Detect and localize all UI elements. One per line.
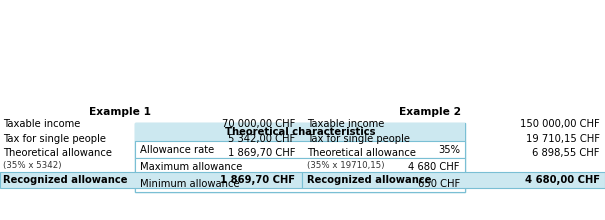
Text: Tax for single people: Tax for single people — [307, 134, 410, 143]
Text: 1 869,70 CHF: 1 869,70 CHF — [227, 148, 295, 158]
Text: 4 680,00 CHF: 4 680,00 CHF — [525, 175, 600, 185]
Bar — [0, 172, 302, 188]
Bar — [135, 123, 465, 141]
Text: Theoretical characteristics: Theoretical characteristics — [224, 127, 375, 137]
Text: Recognized allowance: Recognized allowance — [307, 175, 431, 185]
Text: 4 680 CHF: 4 680 CHF — [408, 161, 460, 172]
Bar — [135, 175, 465, 192]
Text: Theoretical allowance: Theoretical allowance — [3, 148, 112, 158]
Text: 6 898,55 CHF: 6 898,55 CHF — [532, 148, 600, 158]
Text: Recognized allowance: Recognized allowance — [3, 175, 128, 185]
Text: (35% x 19710,15): (35% x 19710,15) — [307, 161, 385, 170]
Text: Theoretical allowance: Theoretical allowance — [307, 148, 416, 158]
Text: Taxable income: Taxable income — [307, 119, 384, 128]
Text: 650 CHF: 650 CHF — [417, 178, 460, 189]
Text: Maximum allowance: Maximum allowance — [140, 161, 243, 172]
Bar — [135, 123, 465, 192]
Text: 150 000,00 CHF: 150 000,00 CHF — [520, 119, 600, 128]
Text: Minimum allowance: Minimum allowance — [140, 178, 240, 189]
Bar — [302, 172, 605, 188]
Text: 70 000,00 CHF: 70 000,00 CHF — [221, 119, 295, 128]
Text: Example 1: Example 1 — [89, 107, 151, 117]
Bar — [135, 158, 465, 175]
Text: Tax for single people: Tax for single people — [3, 134, 106, 143]
Text: 35%: 35% — [438, 145, 460, 154]
Text: Allowance rate: Allowance rate — [140, 145, 214, 154]
Text: 19 710,15 CHF: 19 710,15 CHF — [526, 134, 600, 143]
Text: Taxable income: Taxable income — [3, 119, 80, 128]
Text: 1 869,70 CHF: 1 869,70 CHF — [220, 175, 295, 185]
Text: Example 2: Example 2 — [399, 107, 461, 117]
Text: (35% x 5342): (35% x 5342) — [3, 161, 62, 170]
Bar — [135, 141, 465, 158]
Text: 5 342,00 CHF: 5 342,00 CHF — [227, 134, 295, 143]
